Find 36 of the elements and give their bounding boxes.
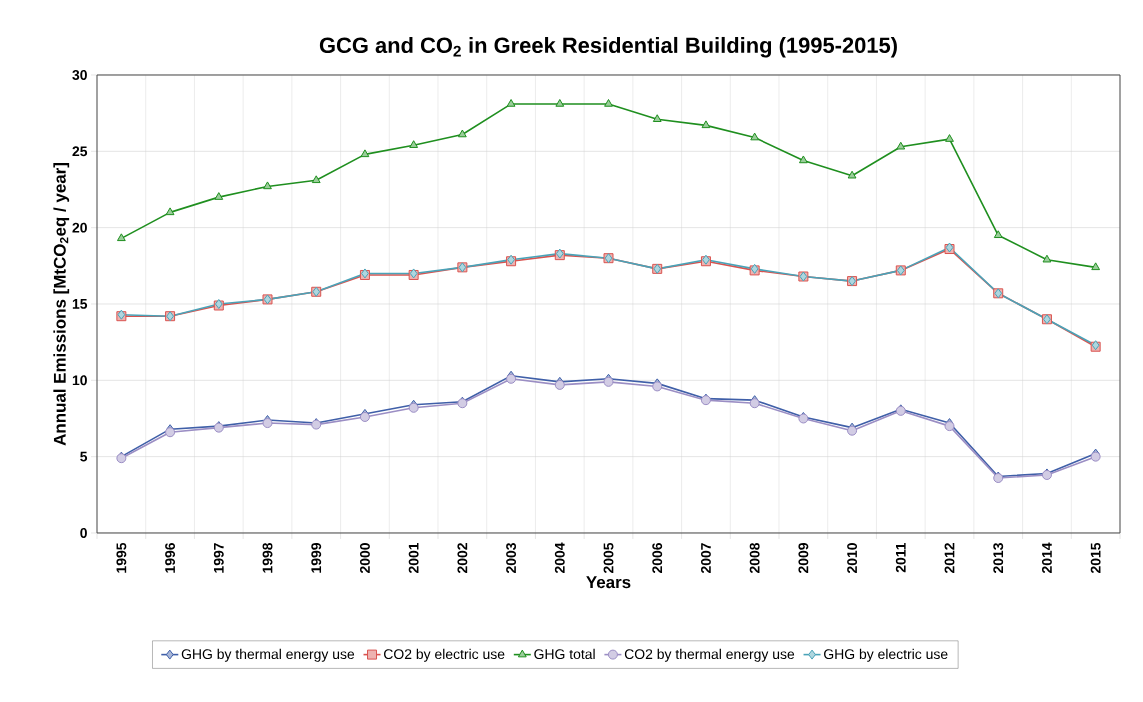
y-tick-label: 20 — [72, 222, 87, 233]
x-tick-label: 2010 — [847, 543, 858, 574]
y-tick-label: 5 — [80, 451, 88, 462]
legend-label: GHG total — [534, 648, 595, 660]
x-tick-label: 2001 — [408, 542, 419, 574]
x-tick-label: 2007 — [700, 543, 711, 574]
x-tick-label: 2014 — [1041, 542, 1052, 574]
x-tick-label: 2006 — [652, 543, 663, 574]
x-tick-label: 1998 — [262, 542, 273, 573]
x-tick-label: 2012 — [944, 543, 955, 574]
x-tick-label: 2004 — [554, 542, 565, 574]
y-tick-label: 25 — [72, 146, 88, 157]
x-tick-label: 2015 — [1090, 542, 1101, 574]
y-tick-label: 30 — [72, 70, 87, 80]
legend-label: CO2 by thermal energy use — [624, 648, 795, 662]
x-tick-label: 1996 — [165, 543, 176, 573]
x-tick-label: 2005 — [603, 542, 614, 574]
x-tick-label: 2008 — [749, 542, 760, 574]
x-tick-label: 1997 — [213, 543, 224, 573]
x-tick-label: 2009 — [798, 543, 809, 574]
y-tick-label: 15 — [72, 299, 88, 309]
chart-title: GCG and CO$_{2}$ in Greek Residential Building (1995-2015) — [319, 36, 897, 58]
y-axis-title: Annual Emissions [MtCO$_{2}$eq / year] — [53, 163, 70, 446]
x-tick-label: 2000 — [359, 543, 370, 574]
x-tick-label: 2013 — [993, 543, 1004, 574]
x-tick-label: 2011 — [895, 542, 906, 573]
x-tick-label: 2003 — [506, 543, 517, 574]
legend-label: GHG by thermal energy use — [181, 648, 355, 662]
x-tick-label: 1999 — [311, 543, 322, 573]
y-tick-label: 0 — [80, 528, 87, 538]
x-tick-label: 1995 — [116, 542, 127, 573]
y-tick-label: 10 — [72, 375, 87, 386]
x-axis-title: Years — [586, 576, 631, 589]
legend-label: CO2 by electric use — [384, 648, 505, 662]
legend-label: GHG by electric use — [824, 648, 948, 662]
x-tick-label: 2002 — [457, 543, 468, 574]
